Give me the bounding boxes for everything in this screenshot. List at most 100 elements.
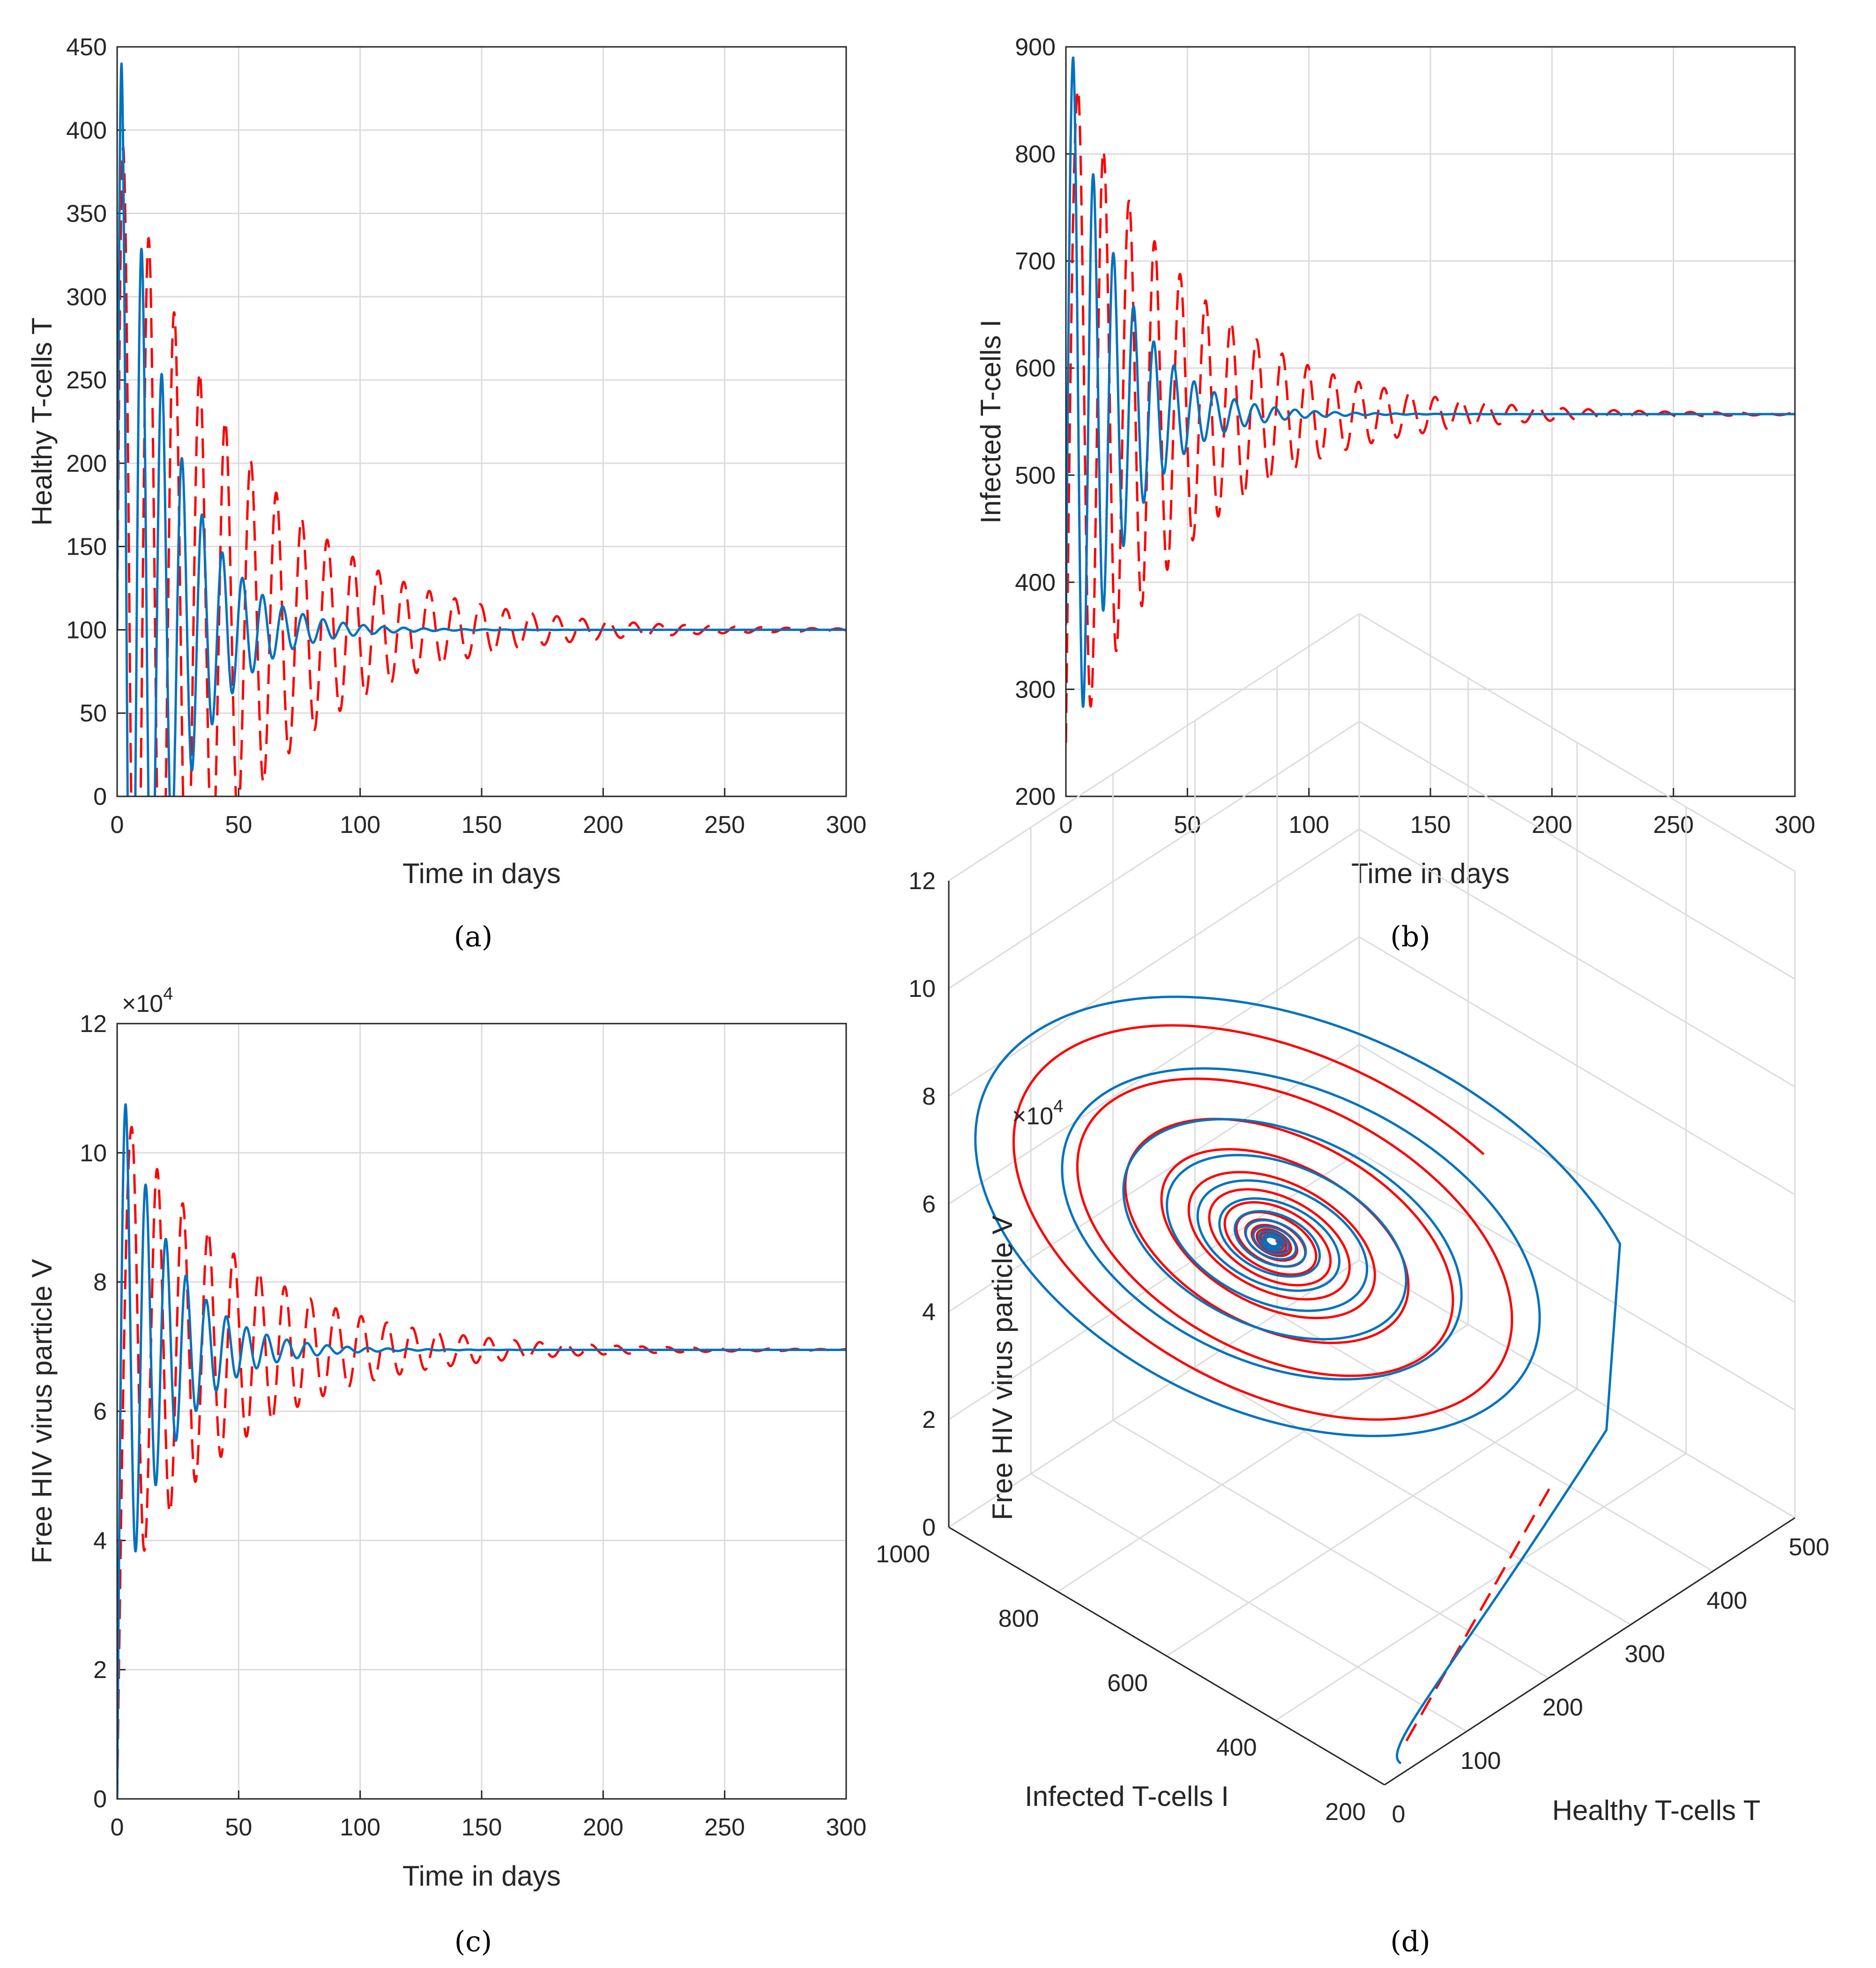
z-multiplier-base: ×10 (1012, 1103, 1053, 1130)
x-tick-label: 250 (1653, 811, 1694, 839)
caption: (a) (454, 921, 493, 953)
wall-gridline (948, 1151, 1360, 1420)
caption: (c) (454, 1925, 492, 1958)
x-axis-label: Time in days (402, 858, 561, 889)
axes-frame (1065, 46, 1796, 797)
y-tick-label: 350 (66, 201, 107, 228)
wall-gridline (1359, 613, 1795, 872)
y-multiplier-exponent: 4 (163, 984, 173, 1004)
y-tick-label: 800 (1015, 141, 1056, 168)
z-tick-label: 8 (922, 1083, 936, 1110)
z-axis-label: Free HIV virus particle V (987, 1216, 1018, 1520)
x-tick-label: 50 (225, 1814, 252, 1841)
y-tick-label: 150 (66, 534, 107, 561)
z-tick-label: 4 (922, 1299, 936, 1326)
x-tick-label: 200 (1542, 1694, 1583, 1721)
y-tick-label: 400 (1216, 1734, 1257, 1761)
x-tick-label: 400 (1706, 1587, 1747, 1614)
y-axis-label: Healthy T-cells T (26, 318, 58, 526)
y-tick-label: 800 (998, 1605, 1039, 1633)
x-tick-label: 200 (1532, 811, 1572, 839)
wall-gridline (948, 720, 1360, 989)
series-line-dashed (117, 145, 846, 796)
wall-gridline (1359, 936, 1795, 1196)
x-tick-label: 300 (1624, 1641, 1665, 1668)
y-multiplier-base: ×10 (122, 990, 163, 1017)
series-line-solid (974, 995, 1622, 1765)
x-tick-label: 100 (340, 1814, 380, 1841)
x-tick-label: 250 (704, 1814, 745, 1841)
y-tick-label: 700 (1015, 248, 1056, 275)
y-axis-label: Free HIV virus particle V (26, 1259, 58, 1563)
y-axis-label: Infected T-cells I (1025, 1781, 1229, 1812)
x-tick-label: 300 (826, 811, 867, 839)
series-line-solid (117, 62, 846, 796)
y-tick-label: 600 (1107, 1670, 1148, 1697)
panel-d: 0100200300400500200400600800100002468101… (876, 613, 1830, 1958)
z-tick-label: 10 (908, 975, 936, 1003)
y-tick-label: 200 (1325, 1798, 1366, 1826)
x-tick-label: 100 (1460, 1747, 1501, 1775)
z-tick-label: 0 (922, 1514, 936, 1541)
y-tick-label: 300 (66, 283, 107, 311)
caption: (d) (1390, 1925, 1430, 1958)
x-tick-label: 300 (1775, 811, 1816, 839)
wall-gridline (948, 1044, 1360, 1313)
x-axis-label: Healthy T-cells T (1552, 1795, 1761, 1826)
floor-gridline (1275, 1453, 1687, 1721)
y-tick-label: 200 (1015, 783, 1056, 810)
x-tick-label: 0 (111, 1814, 124, 1841)
wall-gridline (948, 828, 1360, 1097)
x-tick-label: 250 (704, 811, 745, 839)
wall-gridline (1359, 1044, 1795, 1303)
z-tick-label: 6 (922, 1191, 936, 1218)
x-axis-line (1384, 1517, 1795, 1786)
z-multiplier: ×104 (1012, 1097, 1063, 1130)
y-tick-label: 400 (1015, 569, 1056, 596)
x-tick-label: 0 (1059, 811, 1073, 839)
y-tick-label: 0 (93, 783, 107, 810)
wall-gridline (1359, 1151, 1795, 1411)
floor-gridline (948, 1259, 1360, 1528)
series-line-dashed (1066, 88, 1795, 743)
y-tick-label: 450 (66, 34, 107, 61)
y-tick-label: 12 (80, 1010, 107, 1038)
y-tick-label: 0 (93, 1786, 107, 1813)
series-line-solid (117, 1103, 846, 1799)
z-tick-label: 2 (922, 1406, 936, 1433)
x-tick-label: 0 (111, 811, 124, 839)
series-line-dashed (1405, 1484, 1553, 1742)
x-axis-label: Time in days (402, 1860, 561, 1892)
y-tick-label: 400 (66, 117, 107, 144)
y-tick-label: 1000 (876, 1541, 930, 1568)
y-tick-label: 2 (93, 1656, 107, 1684)
y-tick-label: 50 (80, 700, 107, 727)
z-multiplier-exponent: 4 (1053, 1097, 1063, 1116)
y-tick-label: 4 (93, 1527, 107, 1554)
floor-gridline (1166, 1388, 1578, 1657)
x-tick-label: 100 (340, 811, 380, 839)
x-axis-label: Time in days (1351, 858, 1510, 889)
panel-a: 0 50 100 150 200 250 300 0 50 100 150 200 250 300 350 4… (26, 34, 867, 953)
x-tick-label: 150 (462, 811, 502, 839)
y-tick-label: 200 (66, 450, 107, 477)
y-axis-label: Infected T-cells I (975, 319, 1006, 524)
x-tick-label: 0 (1392, 1801, 1406, 1828)
axes-frame (116, 1023, 847, 1800)
series-line-solid (1066, 56, 1795, 708)
wall-gridline (1359, 720, 1795, 980)
y-tick-label: 10 (80, 1140, 107, 1167)
x-tick-label: 500 (1789, 1534, 1830, 1561)
caption: (b) (1390, 921, 1430, 953)
x-tick-label: 100 (1288, 811, 1329, 839)
y-tick-label: 8 (93, 1269, 107, 1296)
x-tick-label: 200 (583, 1814, 624, 1841)
axes-frame (116, 46, 847, 797)
x-tick-label: 50 (1174, 811, 1201, 839)
y-tick-label: 500 (1015, 462, 1056, 489)
y-tick-label: 600 (1015, 355, 1056, 382)
x-tick-label: 150 (1410, 811, 1451, 839)
y-axis-line (948, 1526, 1385, 1786)
wall-gridline (948, 613, 1360, 882)
